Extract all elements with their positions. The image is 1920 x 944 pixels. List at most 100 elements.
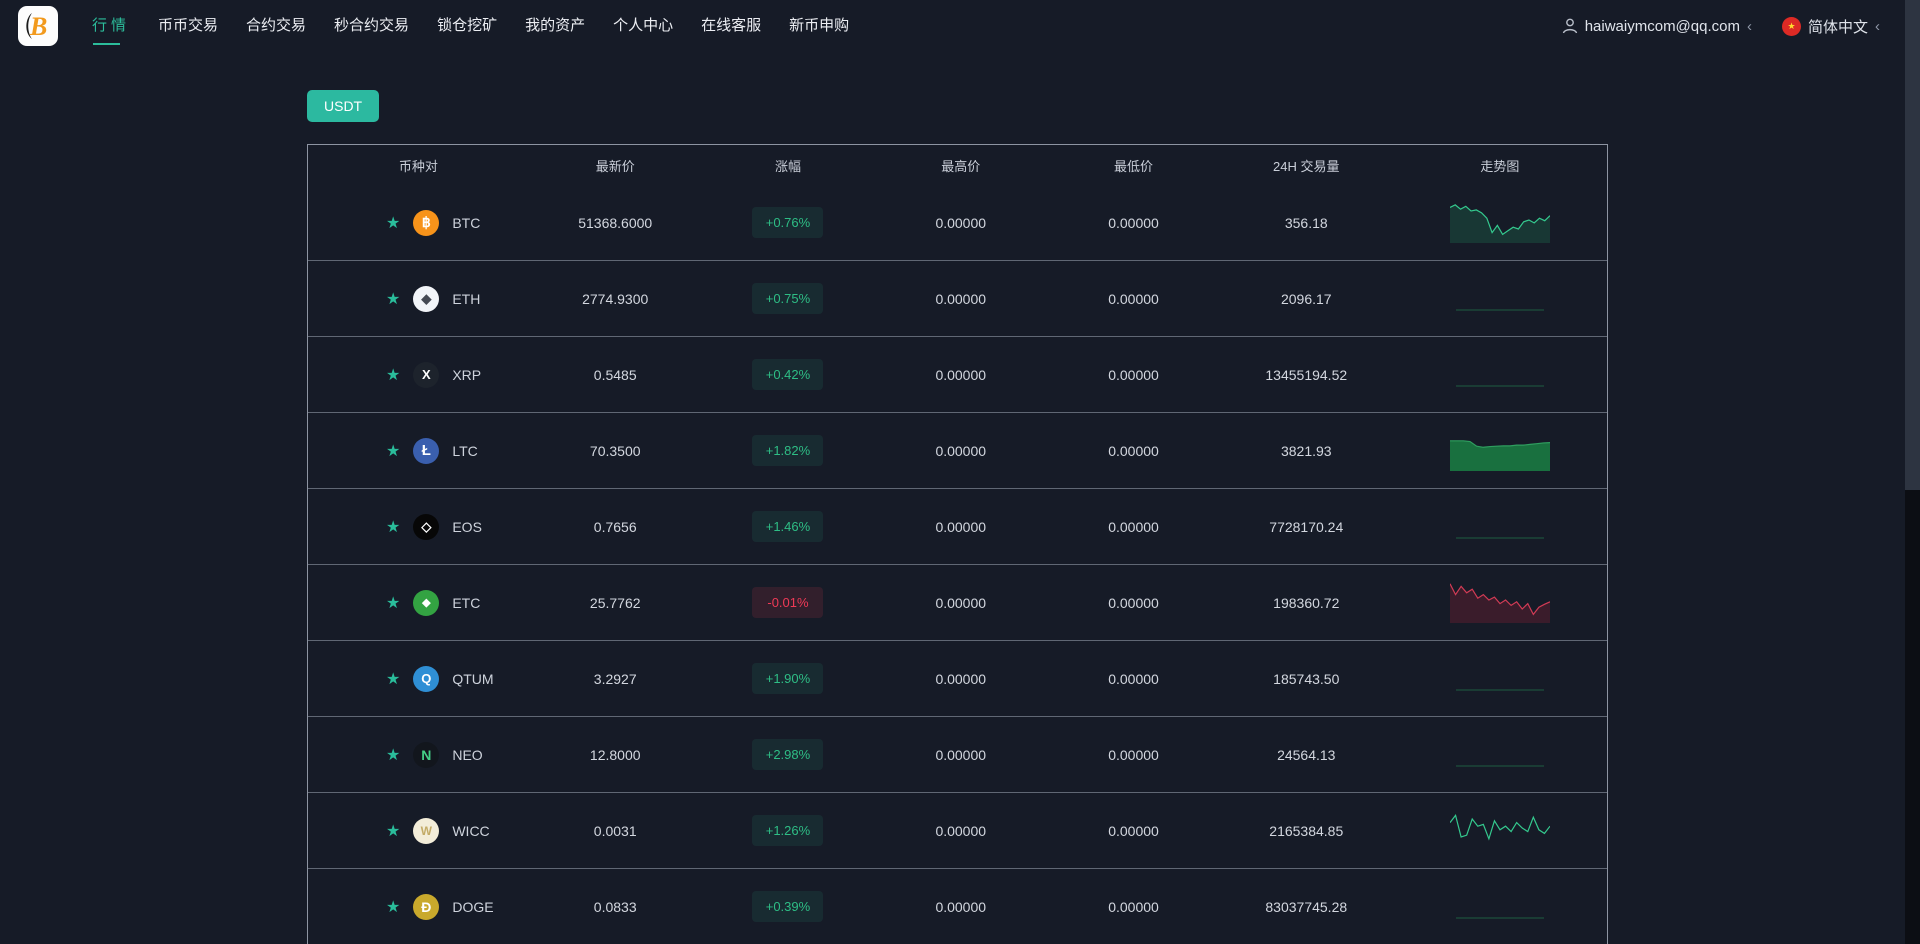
high-price: 0.00000	[935, 898, 987, 915]
volume-24h: 198360.72	[1273, 594, 1340, 611]
nav-item[interactable]: 币币交易	[158, 17, 219, 34]
table-row[interactable]: ★ ฿ BTC 51368.6000 +0.76% 0.00000 0.0000…	[308, 185, 1607, 261]
low-price: 0.00000	[1108, 898, 1159, 915]
table-row[interactable]: ★ ◆ ETH 2774.9300 +0.75% 0.00000 0.00000…	[308, 261, 1607, 337]
low-price: 0.00000	[1108, 746, 1159, 763]
qtum-coin-icon: Q	[413, 665, 440, 692]
volume-24h: 3821.93	[1280, 442, 1332, 459]
trend-sparkline	[1449, 814, 1551, 841]
market-table: 币种对 最新价 涨幅 最高价 最低价 24H 交易量 走势图 ★ ฿ BTC 5…	[307, 144, 1608, 944]
favorite-star-icon[interactable]: ★	[386, 594, 401, 612]
coin-cell: ★ ฿ BTC	[308, 209, 529, 236]
trend-sparkline	[1455, 765, 1544, 767]
btc-coin-icon: ฿	[413, 209, 440, 236]
table-body: ★ ฿ BTC 51368.6000 +0.76% 0.00000 0.0000…	[308, 185, 1607, 944]
volume-24h: 2165384.85	[1269, 822, 1344, 839]
language-label[interactable]: 简体中文	[1807, 18, 1868, 36]
header-change: 涨幅	[774, 158, 801, 174]
low-price: 0.00000	[1108, 594, 1159, 611]
high-price: 0.00000	[935, 594, 987, 611]
svg-text:B: B	[29, 12, 47, 41]
favorite-star-icon[interactable]: ★	[386, 822, 401, 840]
table-row[interactable]: ★ W WICC 0.0031 +1.26% 0.00000 0.00000 2…	[308, 793, 1607, 869]
low-price: 0.00000	[1108, 822, 1159, 839]
trend-sparkline	[1449, 583, 1551, 623]
nav-item[interactable]: 秒合约交易	[334, 17, 410, 34]
high-price: 0.00000	[935, 290, 987, 307]
high-price: 0.00000	[935, 746, 987, 763]
coin-symbol: XRP	[452, 366, 482, 383]
latest-price: 0.0833	[593, 898, 637, 915]
favorite-star-icon[interactable]: ★	[386, 518, 401, 536]
app-logo[interactable]: B	[18, 6, 58, 46]
favorite-star-icon[interactable]: ★	[386, 214, 401, 232]
nav-item[interactable]: 个人中心	[613, 17, 674, 34]
coin-cell: ★ ◆ ETC	[308, 589, 529, 616]
ltc-coin-icon: Ł	[413, 437, 440, 464]
trend-sparkline	[1449, 440, 1550, 471]
table-row[interactable]: ★ X XRP 0.5485 +0.42% 0.00000 0.00000 13…	[308, 337, 1607, 413]
favorite-star-icon[interactable]: ★	[386, 670, 401, 688]
low-price: 0.00000	[1108, 290, 1159, 307]
scrollbar[interactable]	[1905, 0, 1920, 944]
table-row[interactable]: ★ N NEO 12.8000 +2.98% 0.00000 0.00000 2…	[308, 717, 1607, 793]
nav-item[interactable]: 我的资产	[525, 17, 586, 34]
table-row[interactable]: ★ Ð DOGE 0.0833 +0.39% 0.00000 0.00000 8…	[308, 869, 1607, 944]
coin-symbol: DOGE	[452, 898, 494, 915]
trend-sparkline	[1455, 917, 1544, 919]
coin-cell: ★ X XRP	[308, 361, 529, 388]
latest-price: 0.0031	[593, 822, 637, 839]
usdt-tab[interactable]: USDT	[307, 90, 380, 122]
change-badge: +0.76%	[752, 207, 824, 238]
coin-symbol: ETC	[452, 594, 481, 611]
coin-symbol: NEO	[452, 746, 483, 763]
header-volume-24h: 24H 交易量	[1273, 158, 1340, 174]
user-email[interactable]: haiwaiymcom@qq.com	[1584, 17, 1740, 35]
high-price: 0.00000	[935, 822, 987, 839]
trend-sparkline	[1455, 385, 1544, 387]
trend-sparkline	[1455, 309, 1544, 311]
low-price: 0.00000	[1108, 214, 1159, 231]
nav-item[interactable]: 在线客服	[701, 17, 762, 34]
language-chevron-icon[interactable]: ‹	[1875, 17, 1880, 35]
brand-b-icon: B	[26, 12, 47, 41]
low-price: 0.00000	[1108, 442, 1159, 459]
header-coin-pair: 币种对	[398, 158, 438, 174]
favorite-star-icon[interactable]: ★	[386, 290, 401, 308]
scrollbar-thumb[interactable]	[1905, 0, 1920, 490]
nav-item[interactable]: 合约交易	[246, 17, 307, 34]
table-row[interactable]: ★ ◇ EOS 0.7656 +1.46% 0.00000 0.00000 77…	[308, 489, 1607, 565]
latest-price: 0.5485	[593, 366, 637, 383]
latest-price: 0.7656	[593, 518, 637, 535]
coin-cell: ★ ◇ EOS	[308, 513, 529, 540]
favorite-star-icon[interactable]: ★	[386, 746, 401, 764]
high-price: 0.00000	[935, 214, 987, 231]
table-row[interactable]: ★ Ł LTC 70.3500 +1.82% 0.00000 0.00000 3…	[308, 413, 1607, 489]
coin-cell: ★ Ð DOGE	[308, 893, 529, 920]
trend-sparkline	[1449, 204, 1551, 243]
etc-coin-icon: ◆	[413, 589, 440, 616]
change-badge: +1.26%	[752, 815, 824, 846]
favorite-star-icon[interactable]: ★	[386, 898, 401, 916]
change-badge: +2.98%	[752, 739, 824, 770]
wicc-coin-icon: W	[413, 817, 440, 844]
table-row[interactable]: ★ ◆ ETC 25.7762 -0.01% 0.00000 0.00000 1…	[308, 565, 1607, 641]
eth-coin-icon: ◆	[413, 285, 440, 312]
change-badge: +1.82%	[752, 435, 824, 466]
latest-price: 12.8000	[589, 746, 641, 763]
nav-item[interactable]: 新币申购	[789, 17, 850, 34]
nav-item[interactable]: 锁仓挖矿	[437, 17, 498, 34]
coin-symbol: EOS	[452, 518, 482, 535]
table-row[interactable]: ★ Q QTUM 3.2927 +1.90% 0.00000 0.00000 1…	[308, 641, 1607, 717]
high-price: 0.00000	[935, 442, 987, 459]
favorite-star-icon[interactable]: ★	[386, 366, 401, 384]
latest-price: 2774.9300	[582, 290, 649, 307]
eos-coin-icon: ◇	[413, 513, 440, 540]
user-menu-chevron-icon[interactable]: ‹	[1746, 17, 1752, 35]
favorite-star-icon[interactable]: ★	[386, 442, 401, 460]
change-badge: +0.39%	[752, 891, 824, 922]
high-price: 0.00000	[935, 366, 987, 383]
nav-item[interactable]: 行情	[92, 0, 130, 52]
latest-price: 51368.6000	[578, 214, 653, 231]
coin-cell: ★ Q QTUM	[308, 665, 529, 692]
